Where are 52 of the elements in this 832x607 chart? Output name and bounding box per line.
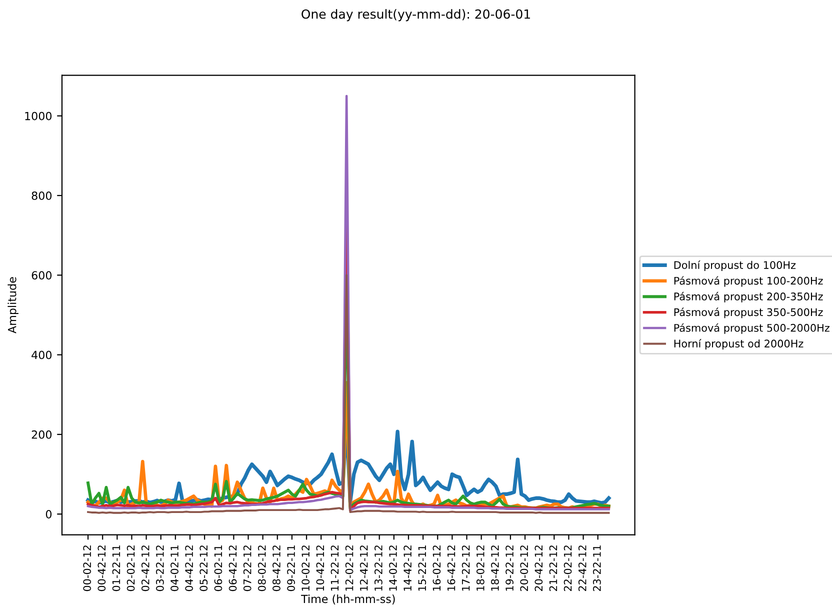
x-tick-label: 02-02-12 [126, 546, 135, 592]
x-tick-label: 13-22-12 [374, 546, 382, 591]
x-axis-title: Time (hh-mm-ss) [301, 594, 395, 604]
legend-label: Pásmová propust 500-2000Hz [674, 323, 830, 334]
x-tick-label: 18-02-12 [476, 546, 484, 591]
x-tick-label: 21-22-12 [549, 546, 558, 592]
x-tick-label: 20-02-12 [520, 546, 528, 592]
y-tick-label: 0 [46, 510, 52, 518]
x-tick-label: 15-22-11 [418, 545, 426, 591]
x-tick-label: 14-42-12 [404, 546, 412, 591]
y-tick-label: 400 [32, 350, 52, 360]
x-tick-label: 19-22-12 [506, 546, 514, 591]
y-tick-label: 1000 [25, 112, 52, 120]
x-tick-label: 08-42-12 [272, 546, 280, 592]
x-tick-label: 23-22-11 [592, 545, 601, 592]
x-tick-label: 17-22-12 [462, 546, 470, 591]
line-series [86, 94, 610, 512]
x-tick-label: 16-42-12 [447, 546, 456, 591]
x-tick-label: 20-42-12 [534, 546, 543, 592]
x-tick-label: 01-22-11 [112, 545, 120, 592]
legend-label: Pásmová propust 100-200Hz [674, 276, 823, 287]
x-tick-label: 03-22-12 [156, 546, 164, 592]
legend-label: Dolní propust do 100Hz [674, 260, 796, 271]
y-tick-label: 200 [32, 430, 52, 439]
x-tick-label: 09-22-11 [287, 545, 295, 592]
legend-label: Pásmová propust 350-500Hz [674, 308, 823, 318]
x-tick-label: 12-02-12 [345, 546, 354, 591]
x-tick-label: 06-02-11 [214, 545, 222, 592]
x-tick-label: 04-02-11 [170, 545, 178, 592]
y-axis-title: Amplitude [8, 277, 18, 334]
x-tick-label: 04-42-12 [185, 546, 194, 592]
x-tick-label: 11-22-12 [330, 546, 339, 591]
x-tick-label: 08-02-12 [258, 546, 266, 592]
x-tick-label: 12-42-12 [360, 546, 368, 591]
x-tick-label: 22-02-12 [564, 546, 572, 592]
x-tick-label: 22-42-12 [578, 546, 586, 592]
legend-label: Horní propust od 2000Hz [674, 339, 804, 350]
x-tick-label: 05-22-12 [200, 546, 208, 592]
x-tick-label: 16-02-12 [432, 546, 441, 591]
x-tick-label: 18-42-12 [491, 546, 499, 591]
chart-title: One day result(yy-mm-dd): 20-06-01 [302, 9, 530, 22]
x-tick-label: 14-02-12 [389, 546, 397, 591]
x-tick-label: 07-22-12 [243, 546, 252, 592]
y-tick-label: 800 [32, 191, 52, 200]
x-tick-label: 00-02-12 [83, 546, 92, 592]
x-tick-label: 10-02-12 [302, 546, 310, 591]
x-tick-label: 00-42-12 [98, 546, 106, 592]
x-tick-label: 02-42-12 [141, 546, 150, 592]
x-tick-label: 10-42-12 [316, 546, 324, 591]
legend-label: Pásmová propust 200-350Hz [674, 292, 823, 302]
y-tick-label: 600 [32, 271, 52, 280]
x-tick-label: 06-42-12 [228, 546, 237, 592]
